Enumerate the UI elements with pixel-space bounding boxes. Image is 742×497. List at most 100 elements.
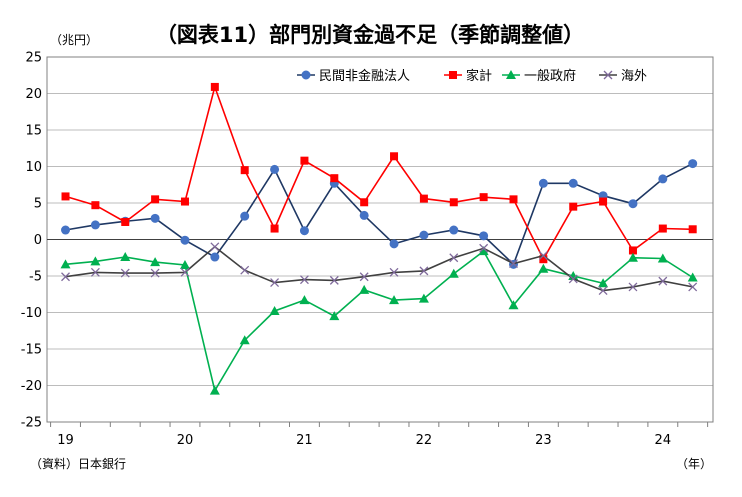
legend-item-1: 民間非金融法人 [297, 68, 410, 84]
data-point-stroke [598, 286, 608, 296]
data-point [299, 295, 310, 305]
data-point-stroke [688, 282, 698, 292]
data-point [449, 198, 458, 207]
data-point-stroke [603, 70, 613, 80]
legend-item-3: 一般政府 [502, 68, 576, 84]
x-tick-label: 19 [57, 433, 74, 448]
series-line [65, 250, 694, 393]
data-point [330, 174, 339, 183]
legend-item-4: 海外 [599, 69, 647, 84]
data-point [419, 194, 428, 203]
y-tick-label: 20 [25, 87, 42, 102]
series-3 [60, 246, 698, 395]
source-note: （資料）日本銀行 [30, 457, 126, 471]
data-point [269, 306, 280, 316]
data-point [329, 311, 340, 321]
data-point [150, 257, 161, 267]
data-point [90, 267, 100, 277]
series-line [65, 162, 694, 266]
y-tick-label: -5 [29, 270, 42, 285]
data-point [509, 259, 518, 269]
data-point [478, 246, 489, 256]
data-point [121, 217, 130, 226]
data-point [508, 300, 519, 310]
data-point [359, 284, 370, 294]
data-point [418, 293, 429, 303]
data-point [627, 252, 638, 262]
y-axis-unit-label: （兆円） [50, 33, 98, 47]
x-tick-label: 21 [296, 433, 313, 448]
data-point-stroke [120, 268, 130, 278]
data-point [210, 242, 220, 252]
data-point-stroke [479, 243, 489, 253]
data-point [598, 278, 609, 288]
data-point [329, 275, 339, 285]
data-point [628, 282, 638, 292]
data-point-stroke [270, 278, 280, 288]
data-point [419, 266, 429, 276]
data-point [60, 259, 71, 269]
data-point [180, 235, 190, 245]
data-point [270, 278, 280, 288]
data-point [210, 252, 220, 262]
data-point-stroke [419, 266, 429, 276]
data-point-stroke [568, 274, 578, 284]
legend-label: 民間非金融法人 [319, 68, 410, 84]
data-point [299, 275, 309, 285]
data-point [506, 70, 516, 79]
data-point [240, 211, 250, 221]
y-tick-label: -15 [21, 343, 42, 358]
data-point [240, 166, 249, 175]
series-4 [61, 242, 698, 296]
data-point [150, 213, 160, 223]
legend-item-2: 家計 [444, 68, 492, 84]
data-point [359, 272, 369, 282]
legend-label: 家計 [466, 68, 492, 84]
data-point [90, 220, 100, 230]
data-point-stroke [538, 251, 548, 261]
data-point [657, 253, 668, 263]
data-point [688, 282, 698, 292]
data-point [448, 268, 459, 278]
data-point-stroke [61, 272, 70, 282]
data-point [538, 263, 549, 273]
data-point-stroke [90, 267, 100, 277]
y-tick-label: -20 [21, 379, 42, 394]
data-point [628, 199, 638, 209]
data-point [688, 159, 698, 169]
y-tick-label: -10 [21, 306, 42, 321]
series-line [65, 84, 693, 261]
data-point [91, 201, 100, 210]
data-point-stroke [658, 276, 668, 286]
data-point-stroke [210, 242, 220, 252]
data-point-stroke [509, 259, 518, 269]
x-tick-label: 20 [177, 433, 194, 448]
legend: 民間非金融法人 家計 一般政府 海外 [297, 68, 647, 84]
chart-title: （図表11）部門別資金過不足（季節調整値） [156, 23, 584, 47]
data-point [239, 335, 250, 345]
data-point [209, 385, 220, 395]
data-point [299, 226, 309, 236]
data-point [449, 225, 459, 235]
y-tick-label: 25 [25, 51, 42, 66]
data-point [539, 255, 548, 264]
data-point [210, 82, 219, 91]
data-point [240, 265, 250, 275]
data-point [603, 70, 613, 80]
data-point [628, 246, 637, 255]
data-point-stroke [389, 267, 399, 277]
data-point [61, 225, 71, 235]
series-2 [61, 82, 697, 264]
data-point [360, 198, 369, 207]
data-point [569, 202, 578, 211]
data-point [389, 295, 400, 305]
data-point-stroke [449, 253, 459, 263]
series-lines [60, 82, 698, 395]
data-point [270, 224, 279, 233]
axes: 25 20 15 10 5 0 -5 -10 -15 -20 -25 19 20 21 22 23 24 [21, 51, 714, 448]
data-point [120, 268, 130, 278]
data-point [479, 193, 488, 202]
data-point [359, 210, 369, 220]
data-point [180, 197, 189, 206]
data-point [150, 268, 160, 278]
